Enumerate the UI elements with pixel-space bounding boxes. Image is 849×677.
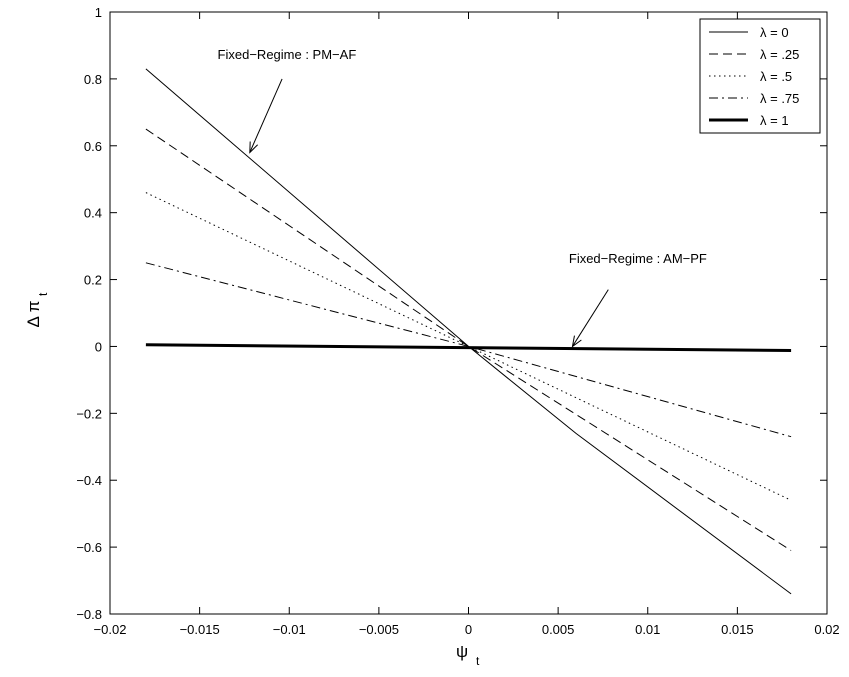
legend-label-1: λ = .25 <box>760 47 799 62</box>
annotation-arrowhead-0 <box>249 141 259 154</box>
y-tick-label: 0.4 <box>84 206 102 221</box>
legend: λ = 0 λ = .25 λ = .5 λ = .75 λ = 1 <box>699 18 821 134</box>
y-tick-label: 0.8 <box>84 72 102 87</box>
x-tick-label: −0.01 <box>273 622 306 637</box>
y-tick-label: 0 <box>95 339 102 354</box>
annotation-arrow-0 <box>249 78 283 153</box>
series-line-4 <box>145 343 792 352</box>
x-axis-label-sub: t <box>476 654 480 668</box>
annotation-arrowhead-1 <box>571 335 582 348</box>
series-line-2 <box>145 192 792 501</box>
series-line-3 <box>145 262 792 438</box>
x-axis-label-main: ψ <box>456 642 468 661</box>
series-layer <box>145 68 792 595</box>
y-axis-label: Δ π t <box>24 292 50 327</box>
series-line-1 <box>145 128 792 551</box>
legend-label-0: λ = 0 <box>760 25 789 40</box>
x-tick-label: 0 <box>465 622 472 637</box>
x-tick-label: 0.01 <box>635 622 660 637</box>
x-tick-label: 0.005 <box>542 622 575 637</box>
y-tick-label: 0.2 <box>84 273 102 288</box>
annotation-layer: Fixed−Regime : PM−AF Fixed−Regime : AM−PF <box>218 47 707 348</box>
y-axis-label-sub: t <box>36 292 50 296</box>
y-tick-label: −0.4 <box>76 473 102 488</box>
tick-layer: −0.02 −0.015 −0.01 −0.005 0 0.005 0.01 0.015 0.0… <box>76 5 839 637</box>
y-tick-label: 1 <box>95 5 102 20</box>
series-line-0 <box>145 68 792 595</box>
x-tick-label: 0.015 <box>721 622 754 637</box>
x-tick-label: −0.02 <box>94 622 127 637</box>
annotation-arrow-1 <box>572 289 609 347</box>
y-tick-label: −0.8 <box>76 607 102 622</box>
x-tick-label: −0.005 <box>359 622 399 637</box>
legend-label-4: λ = 1 <box>760 113 789 128</box>
annotation-text-0: Fixed−Regime : PM−AF <box>218 47 357 62</box>
x-tick-label: 0.02 <box>814 622 839 637</box>
y-tick-label: 0.6 <box>84 139 102 154</box>
y-axis-label-main: Δ π <box>24 301 43 328</box>
x-tick-label: −0.015 <box>180 622 220 637</box>
legend-label-3: λ = .75 <box>760 91 799 106</box>
legend-label-2: λ = .5 <box>760 69 792 84</box>
legend-items: λ = 0 λ = .25 λ = .5 λ = .75 λ = 1 <box>709 25 799 128</box>
y-tick-label: −0.6 <box>76 540 102 555</box>
y-tick-label: −0.2 <box>76 406 102 421</box>
x-axis-label: ψ t <box>456 642 480 668</box>
annotation-text-1: Fixed−Regime : AM−PF <box>569 251 707 266</box>
